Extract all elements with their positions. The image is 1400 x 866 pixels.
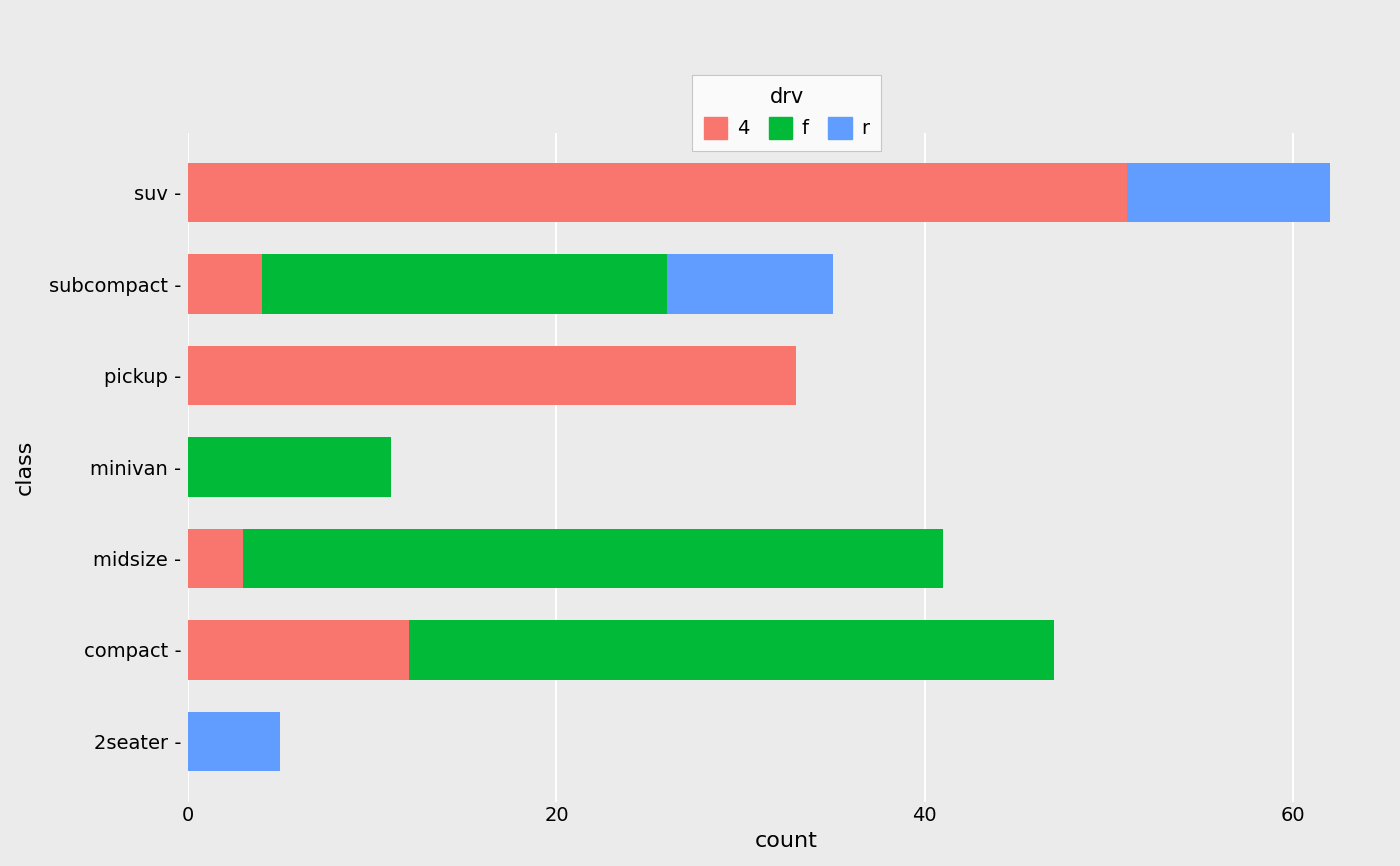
Bar bbox=[244, 529, 944, 588]
Bar bbox=[188, 163, 1127, 223]
Bar bbox=[188, 346, 795, 405]
Bar bbox=[666, 255, 833, 313]
Bar bbox=[409, 620, 1054, 680]
Bar bbox=[188, 529, 244, 588]
X-axis label: count: count bbox=[755, 831, 818, 851]
Bar bbox=[188, 620, 409, 680]
Legend: 4, f, r: 4, f, r bbox=[692, 75, 881, 151]
Y-axis label: class: class bbox=[15, 439, 35, 494]
Bar bbox=[262, 255, 666, 313]
Bar bbox=[1127, 163, 1330, 223]
Bar bbox=[188, 255, 262, 313]
Bar bbox=[188, 437, 391, 497]
Bar bbox=[188, 712, 280, 772]
